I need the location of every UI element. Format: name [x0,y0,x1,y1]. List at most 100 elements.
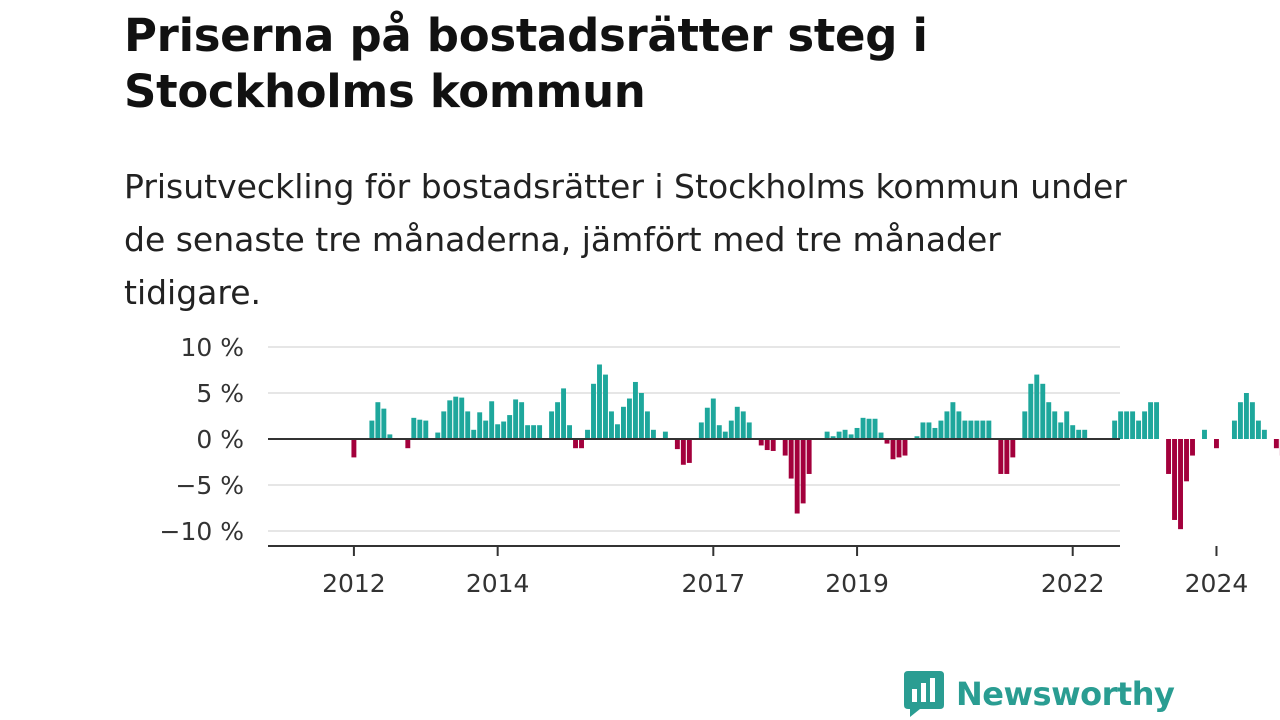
bar [1231,420,1237,439]
bar [609,411,614,439]
bar [632,381,638,439]
bar [387,434,393,439]
bar [1010,439,1016,458]
bar [579,439,584,449]
bar [447,400,453,439]
bar [644,411,650,439]
newsworthy-logo: Newsworthy [902,668,1175,720]
bar [1166,439,1171,474]
bar [453,396,459,439]
bar [698,422,704,439]
bar [1064,411,1070,439]
bar [537,425,543,439]
bar [1004,439,1010,474]
bar [567,425,572,439]
bar [800,439,806,504]
bar-chart: 10 % 5 % 0 % −5 % −10 % 2012 2014 2017 2019 2022 2… [160,333,1280,598]
bar [573,439,578,449]
bar [465,411,471,439]
bar [1124,411,1130,439]
bar [417,419,423,439]
bar [1082,429,1088,439]
labels: 10 % 5 % 0 % −5 % −10 % 2012 2014 2017 2019 2022 2… [160,333,1249,598]
bar [423,420,429,439]
bar [1136,420,1142,439]
chart-subtitle: Prisutveckling för bostadsrätter i Stock… [124,167,1127,312]
bar [1040,383,1046,439]
bar [716,425,722,439]
bar [369,420,375,439]
bar [501,421,507,439]
bar [1249,402,1255,439]
bar [920,422,926,439]
bar [794,439,800,514]
bar [597,364,602,439]
bar [411,417,417,439]
bar [1034,374,1040,439]
bar [740,411,746,439]
bar [1243,393,1249,439]
bar [962,420,968,439]
bar [998,439,1004,474]
bar [638,393,644,439]
y-tick-label: −5 % [175,471,244,500]
bar [686,439,692,463]
bar [585,429,590,439]
bar [1028,383,1034,439]
bar [1118,411,1124,439]
axes [268,438,1218,556]
bar [866,418,872,439]
bars [351,364,1280,530]
bar [650,429,656,439]
bar [734,406,740,439]
bar [758,439,764,446]
bar [489,401,495,439]
grid-lines [268,346,1120,532]
bar [615,424,620,439]
bar [860,417,866,439]
bar [1070,425,1076,439]
bar [1148,402,1154,439]
bar [1261,429,1267,439]
y-tick-label: 0 % [196,425,244,454]
bar [710,398,716,439]
bar [902,439,908,456]
bar [974,420,980,439]
bar [555,402,561,439]
bar [603,374,608,439]
bar [872,418,878,439]
bar [483,420,489,439]
bar [854,427,860,439]
y-tick-label: 10 % [180,333,244,362]
bar [680,439,686,465]
bar [674,439,680,450]
x-tick-label: 2017 [681,569,745,598]
bar [507,415,513,439]
bar [1184,439,1189,482]
x-tick-label: 2024 [1185,569,1249,598]
bar [459,397,465,439]
bar [1214,439,1219,449]
bar [704,407,710,439]
bar [662,431,668,439]
bar [375,402,381,439]
bar [1112,420,1118,439]
bar [525,425,531,439]
bar [626,398,632,439]
x-tick-label: 2012 [322,569,386,598]
logo-wordmark: Newsworthy [956,675,1175,713]
bar [836,431,842,439]
bar [806,439,812,474]
x-tick-label: 2019 [825,569,889,598]
bar [728,420,734,439]
bar [1130,411,1136,439]
bar [1046,402,1052,439]
x-tick-label: 2022 [1041,569,1105,598]
y-tick-label: −10 % [160,517,244,546]
bar [782,439,788,456]
bar [896,439,902,458]
bar [441,411,447,439]
bar [938,420,944,439]
bar [932,427,938,439]
chart-title: Priserna på bostadsrätter steg i Stockho… [124,9,928,118]
